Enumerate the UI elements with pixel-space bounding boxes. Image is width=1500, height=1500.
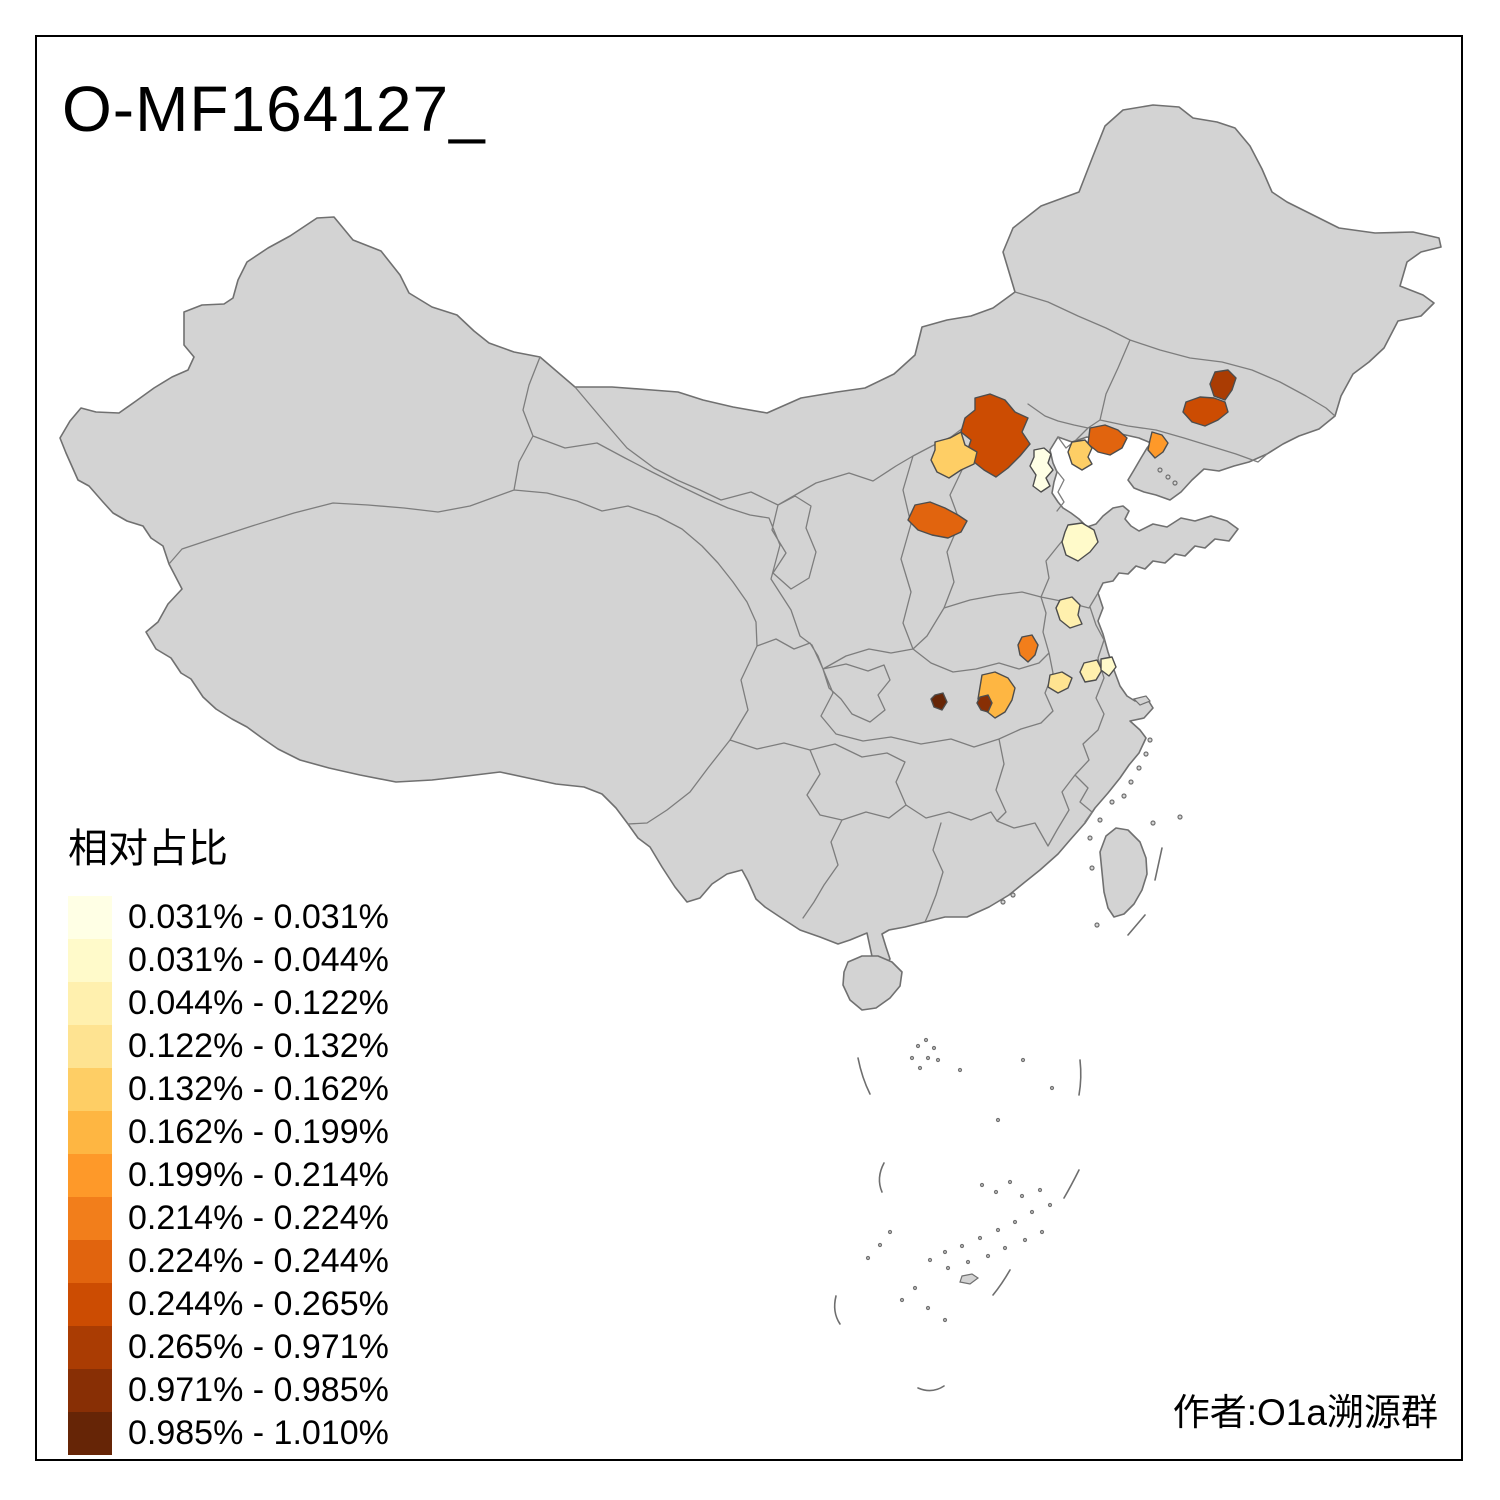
- map-region: [1029, 447, 1054, 493]
- legend-label: 0.031% - 0.044%: [128, 941, 389, 979]
- chongming-island: [1132, 695, 1151, 706]
- map-region: [1017, 634, 1039, 663]
- legend-label: 0.031% - 0.031%: [128, 898, 389, 936]
- legend-row: 0.265% - 0.971%: [68, 1326, 389, 1369]
- legend-row: 0.985% - 1.010%: [68, 1412, 389, 1455]
- legend-label: 0.265% - 0.971%: [128, 1328, 389, 1366]
- legend-label: 0.162% - 0.199%: [128, 1113, 389, 1151]
- legend-swatch: [68, 939, 112, 982]
- legend-label: 0.214% - 0.224%: [128, 1199, 389, 1237]
- legend-row: 0.162% - 0.199%: [68, 1111, 389, 1154]
- legend-swatch: [68, 1326, 112, 1369]
- taiwan-island: [1099, 827, 1148, 918]
- legend-row: 0.199% - 0.214%: [68, 1154, 389, 1197]
- legend-label: 0.971% - 0.985%: [128, 1371, 389, 1409]
- legend-label: 0.122% - 0.132%: [128, 1027, 389, 1065]
- legend-swatch: [68, 1240, 112, 1283]
- legend-row: 0.031% - 0.044%: [68, 939, 389, 982]
- map-region: [1100, 656, 1117, 677]
- south-china-sea-islands: [833, 847, 1163, 1392]
- legend-swatch: [68, 1154, 112, 1197]
- page-title: O-MF164127_: [62, 73, 486, 145]
- legend-row: 0.224% - 0.244%: [68, 1240, 389, 1283]
- coastal-islets: [1000, 467, 1183, 928]
- legend-swatch: [68, 1283, 112, 1326]
- legend-label: 0.132% - 0.162%: [128, 1070, 389, 1108]
- map-region: [907, 501, 968, 539]
- legend-swatch: [68, 1197, 112, 1240]
- legend-row: 0.214% - 0.224%: [68, 1197, 389, 1240]
- map-region: [976, 694, 993, 713]
- legend-swatch: [68, 1369, 112, 1412]
- map-region: [1079, 659, 1103, 683]
- legend-row: 0.031% - 0.031%: [68, 896, 389, 939]
- legend-label: 0.224% - 0.244%: [128, 1242, 389, 1280]
- legend-swatch: [68, 1111, 112, 1154]
- legend-row: 0.132% - 0.162%: [68, 1068, 389, 1111]
- spratly-main-islet: [959, 1273, 980, 1285]
- plot-frame: [35, 35, 1463, 1461]
- legend: 相对占比 0.031% - 0.031% 0.031% - 0.044% 0.044…: [68, 816, 389, 1455]
- legend-label: 0.985% - 1.010%: [128, 1414, 389, 1452]
- legend-row: 0.971% - 0.985%: [68, 1369, 389, 1412]
- legend-swatch: [68, 982, 112, 1025]
- map-region: [1061, 522, 1099, 562]
- legend-swatch: [68, 1412, 112, 1455]
- map-region: [930, 692, 948, 711]
- map-region: [1209, 369, 1237, 401]
- legend-entries: 0.031% - 0.031% 0.031% - 0.044% 0.044% - 0…: [68, 896, 389, 1455]
- legend-label: 0.044% - 0.122%: [128, 984, 389, 1022]
- legend-swatch: [68, 896, 112, 939]
- map-region: [1182, 396, 1229, 427]
- legend-swatch: [68, 1025, 112, 1068]
- map-region: [930, 431, 978, 479]
- legend-label: 0.199% - 0.214%: [128, 1156, 389, 1194]
- china-mainland-outline: [59, 104, 1442, 970]
- legend-label: 0.244% - 0.265%: [128, 1285, 389, 1323]
- legend-swatch: [68, 1068, 112, 1111]
- map-region: [1067, 439, 1093, 471]
- legend-row: 0.044% - 0.122%: [68, 982, 389, 1025]
- map-region: [1147, 431, 1169, 459]
- legend-row: 0.244% - 0.265%: [68, 1283, 389, 1326]
- colored-regions: [907, 369, 1237, 719]
- map-region: [960, 393, 1031, 478]
- legend-title: 相对占比: [68, 827, 228, 871]
- legend-row: 0.122% - 0.132%: [68, 1025, 389, 1068]
- author-credit: 作者:O1a溯源群: [1172, 1392, 1438, 1433]
- map-region: [1047, 671, 1073, 694]
- hainan-island: [842, 955, 903, 1011]
- map-region: [1055, 596, 1083, 629]
